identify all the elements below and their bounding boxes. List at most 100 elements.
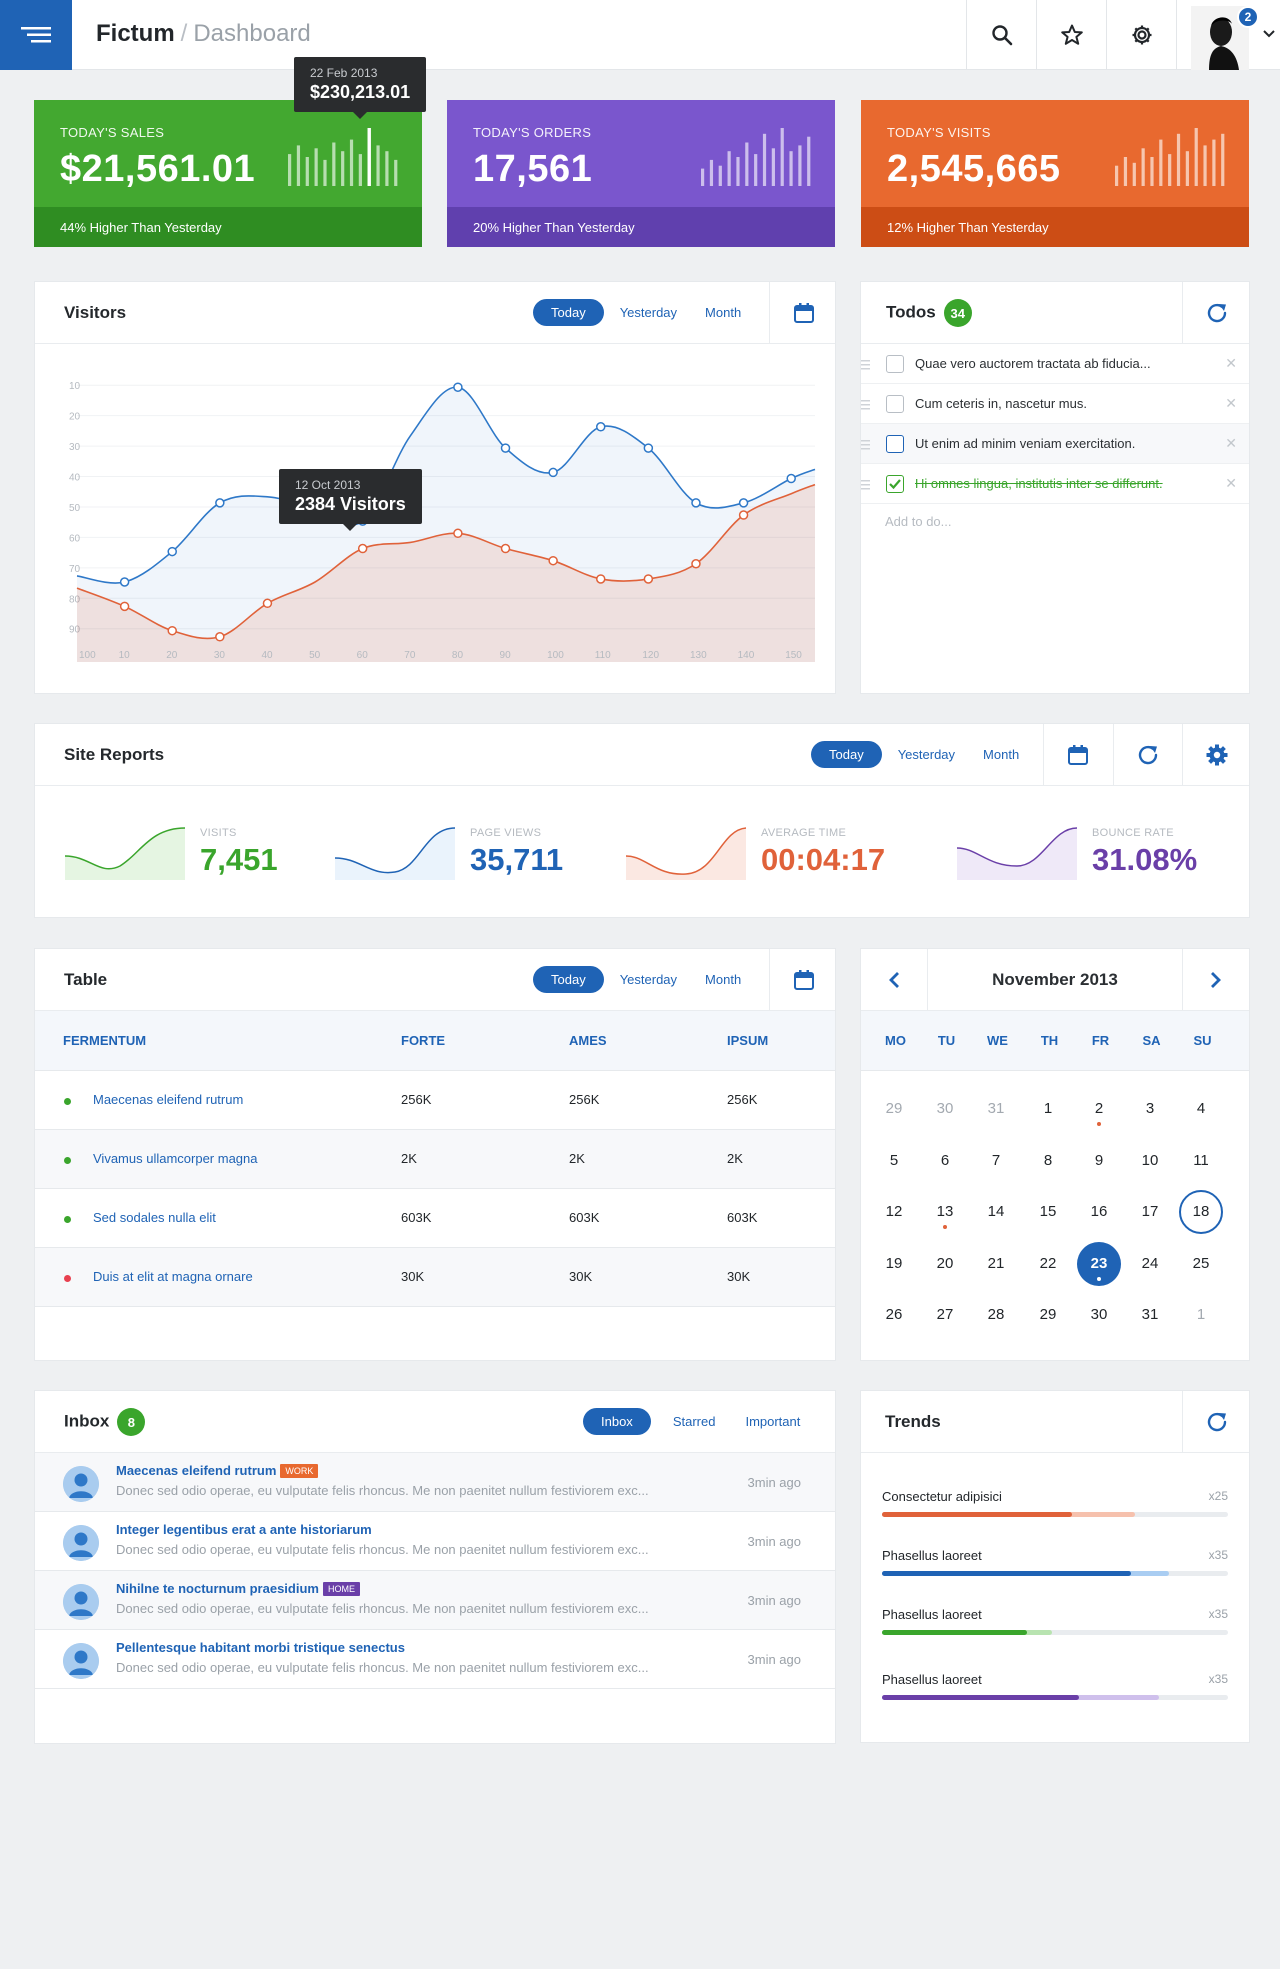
calendar-day[interactable]: 31 bbox=[974, 1087, 1018, 1131]
message-subject-text[interactable]: Nihilne te nocturnum praesidium bbox=[116, 1581, 319, 1596]
row-name-link[interactable]: Vivamus ullamcorper magna bbox=[93, 1151, 258, 1166]
calendar-day[interactable]: 1 bbox=[1179, 1293, 1223, 1337]
table-calendar-button[interactable] bbox=[769, 949, 837, 1011]
calendar-day[interactable]: 22 bbox=[1026, 1242, 1070, 1286]
favorites-button[interactable] bbox=[1036, 0, 1106, 70]
calendar-day[interactable]: 3 bbox=[1128, 1087, 1172, 1131]
calendar-day[interactable]: 23 bbox=[1077, 1241, 1121, 1286]
calendar-day[interactable]: 12 bbox=[872, 1190, 916, 1234]
prev-month-button[interactable] bbox=[861, 949, 927, 1011]
visitors-calendar-button[interactable] bbox=[769, 282, 837, 344]
tab-today[interactable]: Today bbox=[811, 741, 882, 768]
calendar-day[interactable]: 27 bbox=[923, 1293, 967, 1337]
calendar-day[interactable]: 16 bbox=[1077, 1190, 1121, 1234]
message-subject[interactable]: Integer legentibus erat a ante historiar… bbox=[116, 1522, 372, 1537]
calendar-day[interactable]: 11 bbox=[1179, 1139, 1223, 1183]
tab-month[interactable]: Month bbox=[705, 305, 742, 320]
message-subject[interactable]: Nihilne te nocturnum praesidium HOME bbox=[116, 1581, 360, 1596]
todo-checkbox[interactable] bbox=[886, 435, 904, 453]
calendar-day[interactable]: 17 bbox=[1128, 1190, 1172, 1234]
calendar-day[interactable]: 30 bbox=[1077, 1293, 1121, 1337]
site-reports-settings-button[interactable] bbox=[1182, 724, 1250, 786]
chevron-down-icon[interactable] bbox=[1263, 30, 1275, 38]
next-month-button[interactable] bbox=[1183, 949, 1249, 1011]
calendar-day[interactable]: 15 bbox=[1026, 1190, 1070, 1234]
calendar-day[interactable]: 21 bbox=[974, 1242, 1018, 1286]
calendar-day[interactable]: 19 bbox=[872, 1242, 916, 1286]
calendar-day[interactable]: 6 bbox=[923, 1139, 967, 1183]
todo-checkbox[interactable] bbox=[886, 395, 904, 413]
todo-item[interactable]: Cum ceteris in, nascetur mus. ✕ bbox=[861, 384, 1249, 424]
message-subject-text[interactable]: Maecenas eleifend rutrum bbox=[116, 1463, 277, 1478]
search-button[interactable] bbox=[966, 0, 1036, 70]
inbox-message[interactable]: Maecenas eleifend rutrum WORK Donec sed od… bbox=[35, 1453, 835, 1512]
close-icon[interactable]: ✕ bbox=[1225, 435, 1237, 451]
drag-handle-icon[interactable] bbox=[861, 478, 871, 496]
calendar-day[interactable]: 1 bbox=[1026, 1087, 1070, 1131]
calendar-day[interactable]: 25 bbox=[1179, 1242, 1223, 1286]
trends-refresh-button[interactable] bbox=[1182, 1391, 1250, 1453]
calendar-day[interactable]: 14 bbox=[974, 1190, 1018, 1234]
todo-item[interactable]: Hi omnes lingua, institutis inter se dif… bbox=[861, 464, 1249, 504]
message-subject-text[interactable]: Pellentesque habitant morbi tristique se… bbox=[116, 1640, 405, 1655]
todo-item[interactable]: Ut enim ad minim veniam exercitation. ✕ bbox=[861, 424, 1249, 464]
user-menu[interactable]: 2 bbox=[1176, 0, 1280, 70]
message-subject[interactable]: Pellentesque habitant morbi tristique se… bbox=[116, 1640, 405, 1655]
column-header[interactable]: FERMENTUM bbox=[63, 1033, 147, 1048]
calendar-day[interactable]: 24 bbox=[1128, 1242, 1172, 1286]
drag-handle-icon[interactable] bbox=[861, 398, 871, 416]
calendar-day[interactable]: 8 bbox=[1026, 1139, 1070, 1183]
calendar-day[interactable]: 5 bbox=[872, 1139, 916, 1183]
column-header[interactable]: FORTE bbox=[401, 1033, 446, 1048]
calendar-day[interactable]: 28 bbox=[974, 1293, 1018, 1337]
todo-item[interactable]: Quae vero auctorem tractata ab fiducia..… bbox=[861, 344, 1249, 384]
inbox-message[interactable]: Nihilne te nocturnum praesidium HOME Donec… bbox=[35, 1571, 835, 1630]
tab-today[interactable]: Today bbox=[533, 966, 604, 993]
tab-important[interactable]: Important bbox=[745, 1414, 801, 1429]
brand-name[interactable]: Fictum bbox=[96, 20, 175, 47]
inbox-message[interactable]: Integer legentibus erat a ante historiar… bbox=[35, 1512, 835, 1571]
todo-checkbox[interactable] bbox=[886, 355, 904, 373]
site-reports-refresh-button[interactable] bbox=[1113, 724, 1181, 786]
tab-yesterday[interactable]: Yesterday bbox=[619, 305, 678, 320]
calendar-day[interactable]: 29 bbox=[1026, 1293, 1070, 1337]
settings-button[interactable] bbox=[1106, 0, 1176, 70]
drag-handle-icon[interactable] bbox=[861, 438, 871, 456]
close-icon[interactable]: ✕ bbox=[1225, 355, 1237, 371]
calendar-day[interactable]: 31 bbox=[1128, 1293, 1172, 1337]
row-name-link[interactable]: Maecenas eleifend rutrum bbox=[93, 1092, 244, 1107]
drag-handle-icon[interactable] bbox=[861, 358, 871, 376]
column-header[interactable]: AMES bbox=[569, 1033, 607, 1048]
column-header[interactable]: IPSUM bbox=[727, 1033, 769, 1048]
tab-month[interactable]: Month bbox=[705, 972, 742, 987]
row-name-link[interactable]: Duis at elit at magna ornare bbox=[93, 1269, 253, 1284]
inbox-message[interactable]: Pellentesque habitant morbi tristique se… bbox=[35, 1630, 835, 1689]
notification-badge[interactable]: 2 bbox=[1237, 6, 1259, 28]
tab-starred[interactable]: Starred bbox=[672, 1414, 716, 1429]
row-name-link[interactable]: Sed sodales nulla elit bbox=[93, 1210, 216, 1225]
calendar-day[interactable]: 4 bbox=[1179, 1087, 1223, 1131]
tab-today[interactable]: Today bbox=[533, 299, 604, 326]
calendar-day[interactable]: 7 bbox=[974, 1139, 1018, 1183]
calendar-day[interactable]: 30 bbox=[923, 1087, 967, 1131]
close-icon[interactable]: ✕ bbox=[1225, 395, 1237, 411]
todos-refresh-button[interactable] bbox=[1182, 282, 1250, 344]
add-todo-input[interactable]: Add to do... bbox=[885, 514, 952, 529]
calendar-day[interactable]: 26 bbox=[872, 1293, 916, 1337]
tab-inbox[interactable]: Inbox bbox=[583, 1408, 651, 1435]
calendar-day[interactable]: 9 bbox=[1077, 1139, 1121, 1183]
calendar-day[interactable]: 13 bbox=[923, 1190, 967, 1234]
message-subject-text[interactable]: Integer legentibus erat a ante historiar… bbox=[116, 1522, 372, 1537]
calendar-day[interactable]: 20 bbox=[923, 1242, 967, 1286]
calendar-day[interactable]: 29 bbox=[872, 1087, 916, 1131]
tab-month[interactable]: Month bbox=[983, 747, 1020, 762]
todo-checkbox[interactable] bbox=[886, 475, 904, 493]
site-reports-calendar-button[interactable] bbox=[1043, 724, 1111, 786]
calendar-day[interactable]: 10 bbox=[1128, 1139, 1172, 1183]
calendar-day[interactable]: 18 bbox=[1179, 1190, 1223, 1234]
message-subject[interactable]: Maecenas eleifend rutrum WORK bbox=[116, 1463, 319, 1478]
calendar-day[interactable]: 2 bbox=[1077, 1087, 1121, 1131]
avatar[interactable] bbox=[1191, 6, 1249, 70]
close-icon[interactable]: ✕ bbox=[1225, 475, 1237, 491]
menu-button[interactable] bbox=[0, 0, 72, 70]
